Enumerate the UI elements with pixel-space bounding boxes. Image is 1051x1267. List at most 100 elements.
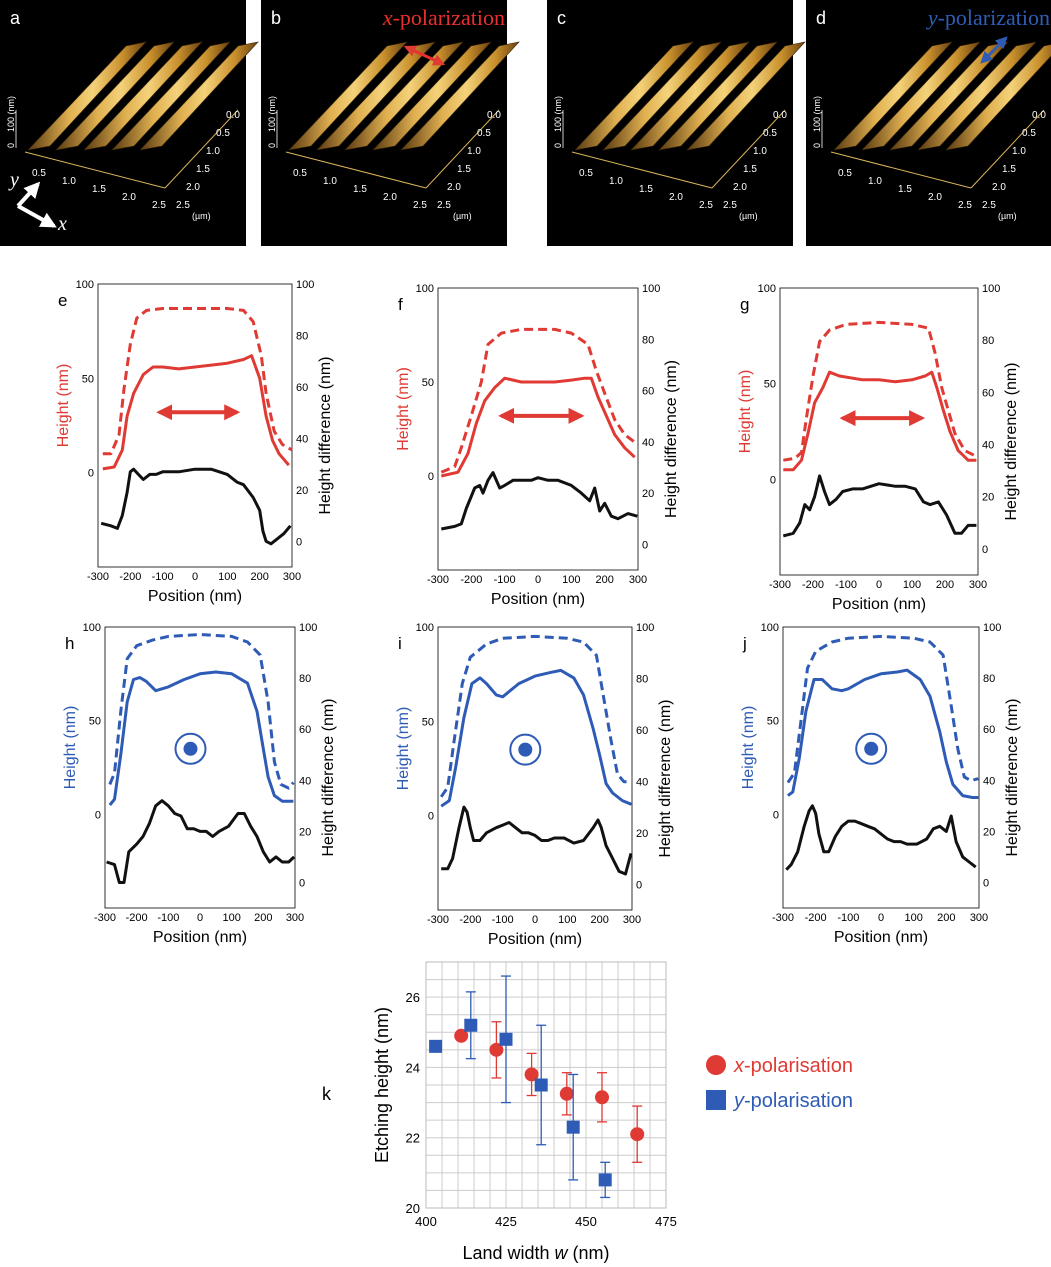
afm-ridges (833, 41, 1051, 151)
legend-label: y-polarisation (732, 1090, 853, 1112)
x-tick: -300 (427, 914, 449, 926)
y-right-tick: 0 (296, 536, 302, 548)
x-tick: 100 (904, 912, 922, 924)
height-solid-line (440, 376, 636, 478)
afm-y-tick: 1.5 (743, 164, 757, 175)
height-difference-line (782, 474, 977, 538)
y-right-tick: 20 (642, 488, 654, 500)
y-left-label: Height (nm) (55, 364, 72, 448)
afm-y-tick: 2.0 (186, 182, 200, 193)
y-right-tick: 20 (636, 828, 648, 840)
data-point (464, 1018, 478, 1032)
polarization-text: -polarization (393, 5, 505, 30)
panel-label: b (271, 8, 281, 28)
afm-y-tick: 2.5 (176, 200, 190, 211)
afm-z-zero: 0 (6, 143, 16, 148)
afm-z-label: 100 (nm) (267, 96, 277, 132)
legend-label: x-polarisation (733, 1055, 853, 1077)
height-dashed-line (786, 634, 979, 784)
polarization-variable: x (382, 5, 393, 30)
y-left-tick: 100 (83, 622, 101, 634)
y-right-tick: 60 (642, 386, 654, 398)
afm-ridge (372, 41, 492, 151)
afm-x-tick: 0.5 (293, 168, 307, 179)
afm-ridge (27, 41, 147, 151)
out-of-plane-circle (855, 732, 888, 765)
height-difference-line (106, 799, 296, 884)
etching-height-chart: k 400 425 450 475 20 22 24 26 Land width w (nm) Et… (322, 961, 853, 1263)
x-tick: 100 (218, 571, 236, 583)
y-right-label: Height difference (nm) (317, 357, 334, 515)
x-tick: -100 (492, 914, 514, 926)
y-left-label: Height (nm) (395, 707, 412, 791)
profile-chart-g: g 0 50 100 0 20 40 60 80 100 -300 -200 -100 0 100 200 30… (737, 283, 1020, 613)
y-left-tick: 50 (422, 716, 434, 728)
afm-x-tick: 2.0 (928, 192, 942, 203)
y-right-tick: 40 (983, 775, 995, 787)
afm-y-tick: 2.0 (992, 182, 1006, 193)
afm-x-tick: 1.5 (353, 184, 367, 195)
data-point (499, 1032, 513, 1046)
x-tick: -300 (94, 912, 116, 924)
x-label: Land width w (nm) (462, 1243, 609, 1263)
afm-y-tick: 0.0 (773, 110, 787, 121)
panel-label: i (398, 634, 402, 653)
y-right-tick: 40 (636, 776, 648, 788)
x-tick: 0 (197, 912, 203, 924)
afm-y-tick: 2.5 (437, 200, 451, 211)
afm-ridge (658, 41, 778, 151)
x-tick: 200 (936, 579, 954, 591)
height-dashed-line (108, 633, 295, 790)
y-left-label: Height (nm) (737, 370, 754, 454)
x-tick: 0 (878, 912, 884, 924)
data-point (566, 1120, 580, 1134)
y-right-label: Height difference (nm) (1003, 363, 1020, 521)
polarization-text: -polarization (938, 5, 1050, 30)
afm-base-edge (970, 109, 1045, 189)
y-left-tick: 50 (89, 716, 101, 728)
afm-x-tick: 0.5 (838, 168, 852, 179)
y-right-tick: 100 (296, 279, 314, 291)
y-right-tick: 80 (982, 335, 994, 347)
panel-label: a (10, 8, 21, 28)
x-tick: 475 (655, 1214, 677, 1229)
y-right-tick: 40 (982, 440, 994, 452)
afm-x-tick: 2.5 (413, 200, 427, 211)
afm-x-tick: 1.5 (898, 184, 912, 195)
y-right-tick: 20 (983, 826, 995, 838)
afm-x-tick: 1.5 (92, 184, 106, 195)
x-tick: -100 (152, 571, 174, 583)
y-right-tick: 80 (636, 673, 648, 685)
y-left-tick: 100 (416, 622, 434, 634)
legend-text: -polarisation (744, 1090, 853, 1112)
afm-unit: (µm) (998, 211, 1017, 221)
series-y (429, 975, 612, 1199)
x-tick: -200 (119, 571, 141, 583)
plot-frame (425, 961, 667, 1209)
polarization-arrow (403, 45, 446, 66)
panel-label: f (398, 295, 403, 314)
panel-label: e (58, 291, 67, 310)
afm-ridge (630, 41, 750, 151)
x-tick: 450 (575, 1214, 597, 1229)
afm-ridge (917, 41, 1037, 151)
afm-unit: (µm) (192, 211, 211, 221)
legend-marker (706, 1055, 726, 1075)
x-tick: 425 (495, 1214, 517, 1229)
y-right-tick: 0 (982, 544, 988, 556)
x-label: Position (nm) (148, 588, 242, 605)
afm-y-tick: 1.0 (1012, 146, 1026, 157)
plot-frame (104, 626, 296, 909)
profile-chart-f: f 0 50 100 0 20 40 60 80 100 -300 -200 -100 0 100 200 30… (395, 283, 680, 608)
profile-chart-i: i 0 50 100 0 20 40 60 80 100 -300 -200 -100 0 100 200 30… (395, 622, 674, 948)
afm-x-tick: 2.5 (958, 200, 972, 211)
afm-y-tick: 0.5 (763, 128, 777, 139)
plot-frame (779, 287, 979, 576)
polarization-label: x-polarization (382, 5, 505, 30)
x-tick: 0 (532, 914, 538, 926)
afm-x-tick: 0.5 (32, 168, 46, 179)
x-tick: 0 (535, 574, 541, 586)
coord-x-label: x (57, 213, 67, 235)
afm-x-tick: 1.0 (609, 176, 623, 187)
y-right-tick: 60 (296, 382, 308, 394)
